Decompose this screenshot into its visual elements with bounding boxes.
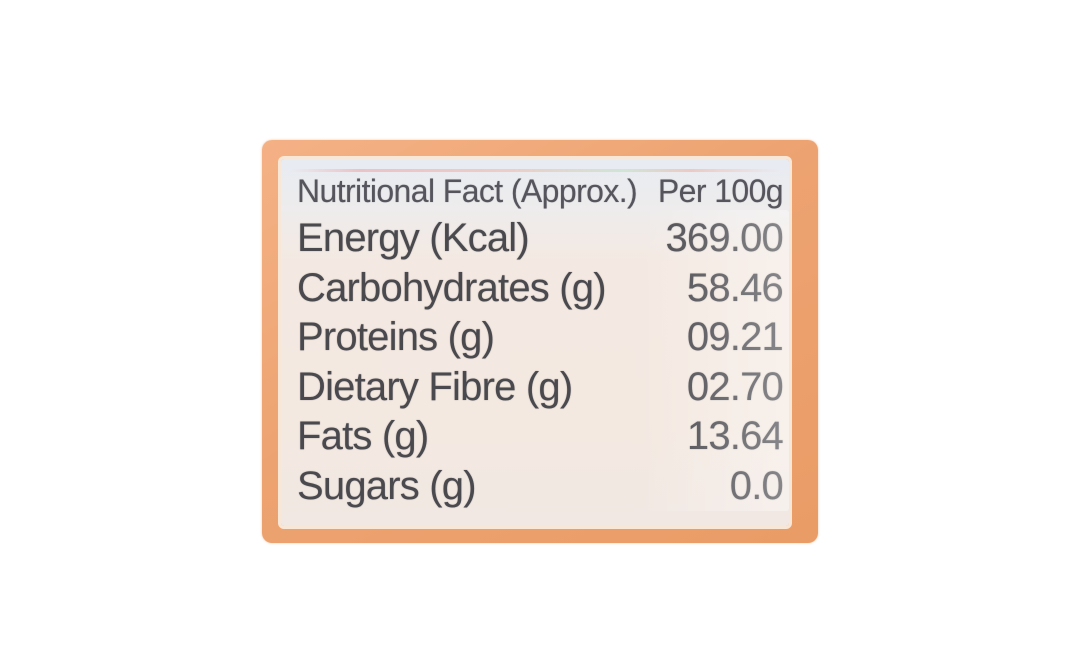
nutrient-name: Energy (Kcal) [297,216,530,260]
nutrient-name: Carbohydrates (g) [297,265,607,310]
nutrition-row-fats: Fats (g) 13.64 [297,412,784,462]
nutrition-row-dietary-fibre: Dietary Fibre (g) 02.70 [297,363,784,413]
label-interior: Nutritional Fact (Approx.) Per 100g Ener… [281,159,789,526]
nutrient-value: 58.46 [686,265,784,310]
label-header: Nutritional Fact (Approx.) Per 100g [297,172,784,210]
nutrient-value: 02.70 [686,364,784,409]
nutrient-name: Dietary Fibre (g) [297,364,573,409]
nutrition-label-photo: Nutritional Fact (Approx.) Per 100g Ener… [262,140,818,543]
nutrition-row-proteins: Proteins (g) 09.21 [297,313,784,363]
nutrient-value: 369.00 [665,216,783,260]
header-unit-column: Per 100g [657,173,784,209]
nutrient-value: 13.64 [686,414,784,458]
nutrition-rows: Energy (Kcal) 369.00 Carbohydrates (g) 5… [297,214,784,512]
nutrient-value: 0.0 [729,463,784,508]
nutrition-row-energy: Energy (Kcal) 369.00 [297,214,784,264]
nutrient-name: Proteins (g) [297,315,495,359]
label-content: Nutritional Fact (Approx.) Per 100g Ener… [281,159,789,526]
nutrition-row-carbohydrates: Carbohydrates (g) 58.46 [297,264,784,314]
nutrition-row-sugars: Sugars (g) 0.0 [297,462,784,512]
header-title: Nutritional Fact (Approx.) [297,173,638,209]
nutrient-value: 09.21 [686,315,784,359]
nutrient-name: Sugars (g) [297,463,477,508]
nutrient-name: Fats (g) [297,414,429,458]
